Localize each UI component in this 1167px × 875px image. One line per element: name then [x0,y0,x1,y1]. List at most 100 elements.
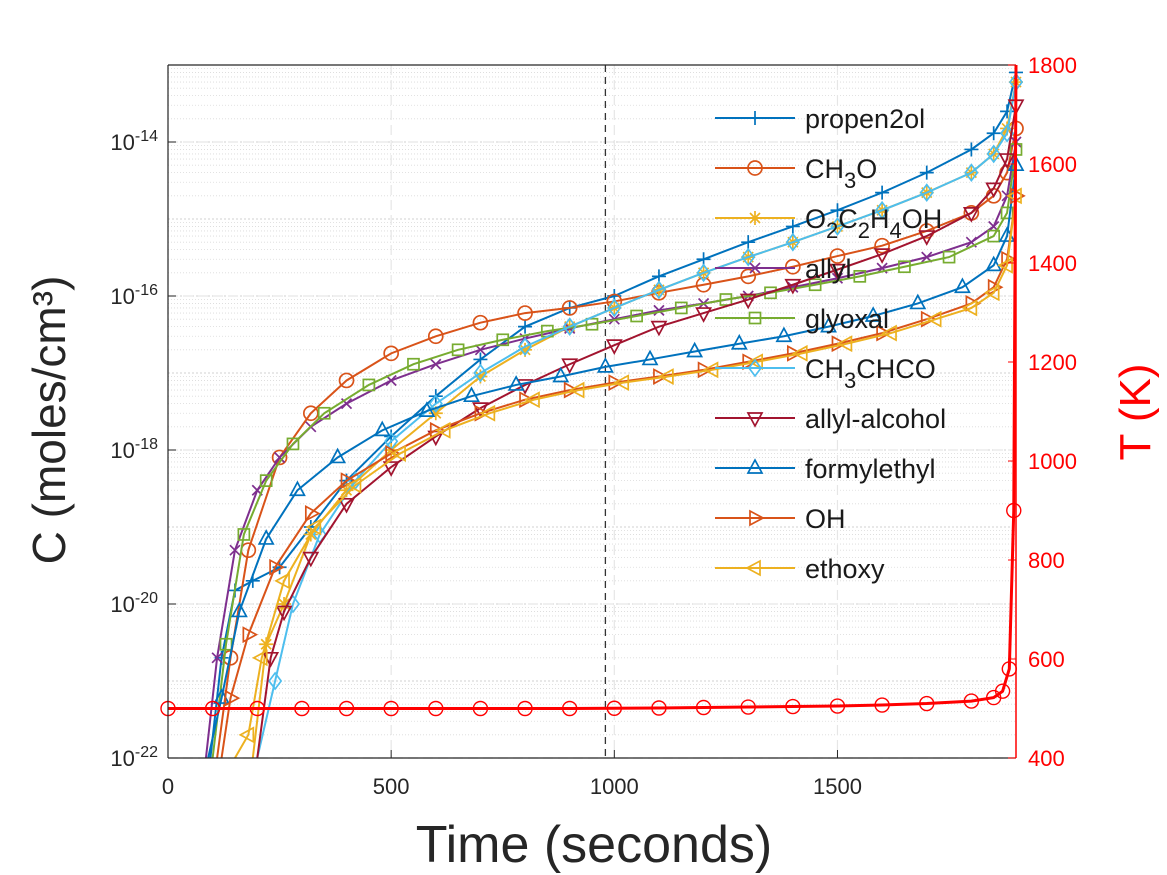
y-left-tick-label: 10-20 [110,590,158,617]
series-point-allyl-alcohol [338,497,355,514]
series-point-oh [608,374,625,392]
series-point-ethoxy [702,361,719,379]
series-point-formylethyl [775,326,793,343]
series-point-allyl-alcohol [561,358,579,375]
series-point-ethoxy [434,421,451,439]
series-layer [204,65,1026,759]
series-point-glyoxal [898,260,911,274]
series-point-ch-3o [517,305,533,321]
temperature-point [383,700,399,717]
series-point-formylethyl [289,480,306,497]
series-point-ch-3o [874,237,890,254]
legend: propen2ol CH3O O2C2H4OH allyl glyoxal CH3CHCO… [715,104,946,584]
legend-label-glyoxal: glyoxal [805,304,889,334]
series-point-oh [920,310,937,328]
series-point-allyl-alcohol [739,293,757,310]
legend-marker-glyoxal [748,311,762,325]
series-point-propen2ol [741,235,756,250]
series-line-ch-3chco [256,81,1017,759]
legend-label-allyl: allyl [805,254,852,284]
legend-marker-allyl-alcohol [746,412,764,428]
series-point-ethoxy [983,284,1000,302]
series-point-ch-3chco [830,217,845,236]
series-point-ch-3o [784,258,801,275]
series-point-oh [385,445,401,462]
series-point-ethoxy [961,299,978,317]
temperature-point [472,700,489,717]
series-line-glyoxal [211,149,1017,759]
temperature-point [829,698,846,714]
series-point-ethoxy [274,572,290,590]
series-point-ch-3chco [741,247,756,267]
x-tick-label: 1500 [813,774,862,799]
series-line-formylethyl [207,165,1017,759]
series-point-oh [653,368,669,385]
series-point-glyoxal [585,317,599,331]
x-tick-label: 500 [373,774,410,799]
y-right-tick-label: 1600 [1028,152,1077,177]
series-line-ethoxy [234,195,1017,759]
series-point-ethoxy [925,310,942,328]
series-point-glyoxal [630,309,643,323]
temperature-point [919,695,935,712]
series-point-ethoxy [997,256,1013,274]
temperature-point [740,699,756,715]
series-point-ethoxy [305,518,322,536]
series-point-formylethyl [864,306,882,322]
series-point-propen2ol [919,165,934,180]
series-point-allyl-alcohol [471,402,489,418]
series-point-ch-3o [338,372,355,389]
temperature-point [874,697,890,713]
y-right-tick-label: 1400 [1028,251,1077,276]
series-point-propen2ol [986,126,1001,141]
series-point-formylethyl [418,401,436,417]
y-right-tick-label: 600 [1028,647,1065,672]
series-point-ch-3o [472,314,489,331]
legend-marker-o-2c-2h-4oh [748,211,762,225]
series-point-ch-3o [271,449,288,466]
series-point-allyl-alcohol [962,207,980,223]
series-point-ethoxy [345,476,362,494]
series-point-allyl-alcohol [918,230,936,246]
series-point-glyoxal [317,406,331,420]
series-point-ethoxy [568,381,585,399]
legend-label-ethoxy: ethoxy [805,554,885,584]
series-point-ethoxy [658,368,674,385]
series-point-formylethyl [686,341,704,358]
temperature-point [651,700,667,716]
series-point-ch-3chco [651,280,667,300]
series-point-formylethyl [985,255,1003,272]
series-point-glyoxal [853,269,867,283]
y-left-tick-label: 10-16 [110,282,158,309]
series-point-allyl-alcohol [998,153,1016,169]
series-ethoxy [234,187,1022,759]
series-point-glyoxal [764,286,777,300]
series-point-ch-3o [561,300,578,316]
series-point-ch-3o [383,345,400,362]
series-point-glyoxal [362,378,376,392]
series-point-oh [697,361,714,379]
temperature-point [695,699,712,716]
series-point-formylethyl [596,357,614,373]
series-point-formylethyl [641,349,659,366]
series-point-o-2c-2h-4oh [428,406,443,421]
series-point-oh [269,558,285,576]
legend-marker-oh [749,509,765,527]
x-axis-ticks: 0 500 1000 1500 [162,750,862,799]
temperature-point [963,693,980,709]
series-point-formylethyl [329,447,347,464]
temperature-point [338,700,355,717]
series-point-ch-3chco [607,298,622,318]
series-point-formylethyl [909,293,927,310]
series-point-formylethyl [730,333,748,350]
series-point-oh [1010,187,1026,205]
temperature-point [561,700,578,717]
temperature-point [785,698,801,715]
temperature-layer [160,64,1022,717]
series-point-ch-3chco [562,317,577,337]
series-point-glyoxal [987,229,1001,243]
series-point-allyl-alcohol [275,605,293,622]
series-point-oh [831,335,848,353]
